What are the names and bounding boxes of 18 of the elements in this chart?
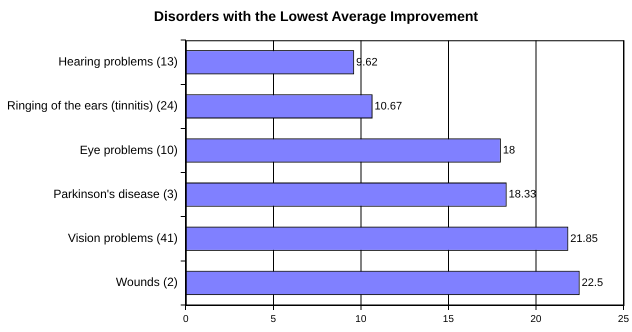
y-tick-label: Wounds (2) [116,275,178,290]
data-label: 22.5 [582,276,604,289]
y-tick-label: Eye problems (10) [80,142,178,157]
y-tick-label: Hearing problems (13) [58,54,178,69]
x-tick-label: 0 [182,314,189,325]
y-tick-label: Ringing of the ears (tinnitis) (24) [6,98,178,113]
data-label: 18.33 [508,188,536,201]
data-label: 18 [502,144,516,157]
x-tick-label: 25 [618,314,630,325]
x-tick-label: 5 [270,314,276,325]
data-label: 21.85 [570,232,598,245]
y-tick-label: Vision problems (41) [68,231,178,246]
x-tick-label: 15 [442,314,454,325]
data-label: 10.67 [374,100,402,112]
y-tick-label: Parkinson's disease (3) [53,186,178,201]
x-tick-label: 20 [530,314,542,325]
chart-title: Disorders with the Lowest Average Improvement [152,8,480,24]
x-tick-label: 10 [355,314,367,325]
